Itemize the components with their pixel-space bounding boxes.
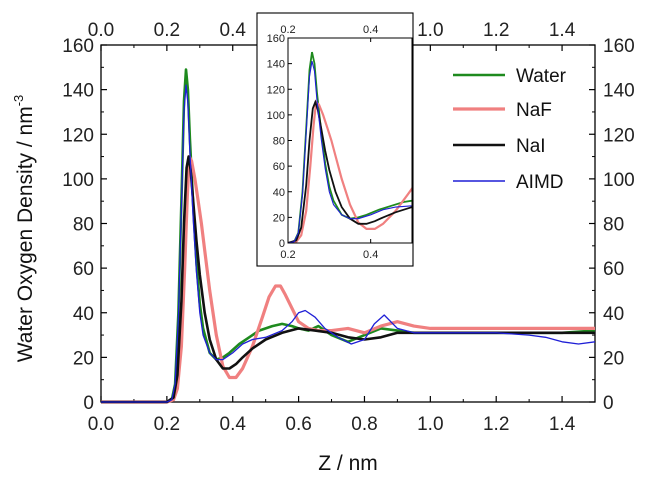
y-tick-label: 140 bbox=[62, 81, 94, 102]
y-axis-title-superscript: -3 bbox=[11, 95, 26, 107]
inset-x-tick-label: 0.4 bbox=[363, 249, 378, 261]
x-tick-label: 0.6 bbox=[285, 414, 311, 435]
inset-outer-border bbox=[256, 12, 414, 267]
y-right-tick-label: 140 bbox=[603, 81, 635, 102]
inset-background bbox=[257, 13, 413, 266]
inset-y-tick-label: 20 bbox=[273, 212, 285, 224]
y-right-tick-label: 40 bbox=[603, 304, 624, 325]
inset-y-tick-label: 140 bbox=[267, 59, 285, 71]
y-right-tick-label: 0 bbox=[603, 393, 614, 414]
series-line-nai bbox=[101, 155, 595, 404]
legend-label-nai: NaI bbox=[516, 136, 546, 157]
inset-series-line-water bbox=[288, 51, 412, 243]
legend-label-naf: NaF bbox=[516, 100, 552, 121]
inset-y-tick-label: 80 bbox=[273, 136, 285, 148]
inset-x-tick-label: 0.2 bbox=[280, 249, 295, 261]
x-tick-label: 0.2 bbox=[154, 414, 180, 435]
y-tick-label: 80 bbox=[73, 215, 94, 236]
x-top-tick-label: 1.2 bbox=[483, 20, 509, 41]
y-axis-title: Water Oxygen Density / nm-3 bbox=[11, 95, 37, 363]
y-tick-label: 60 bbox=[73, 259, 94, 280]
y-right-tick-label: 20 bbox=[603, 348, 624, 369]
legend-label-aimd: AIMD bbox=[516, 172, 564, 193]
inset-top-x-tick-label: 0.2 bbox=[280, 24, 295, 36]
x-tick-label: 0.4 bbox=[220, 414, 247, 435]
inset-series-line-nai bbox=[288, 99, 412, 243]
x-tick-label: 0.0 bbox=[88, 414, 114, 435]
x-axis-title: Z / nm bbox=[318, 452, 378, 475]
y-tick-label: 40 bbox=[73, 304, 94, 325]
y-right-tick-label: 80 bbox=[603, 215, 624, 236]
inset-y-tick-label: 60 bbox=[273, 161, 285, 173]
legend: Water NaF NaI AIMD bbox=[453, 66, 567, 193]
inset-y-tick-label: 120 bbox=[267, 84, 285, 96]
inset-series-group bbox=[288, 51, 412, 243]
y-right-tick-label: 120 bbox=[603, 125, 635, 146]
y-axis-title-main: Water Oxygen Density / nm bbox=[14, 106, 37, 362]
axis-ticks: 0.00.00.20.20.40.40.60.60.80.81.01.01.21… bbox=[62, 20, 634, 435]
inset-y-tick-label: 40 bbox=[273, 187, 285, 199]
x-top-tick-label: 0.2 bbox=[154, 20, 180, 41]
y-tick-label: 0 bbox=[83, 393, 94, 414]
y-tick-label: 120 bbox=[62, 125, 94, 146]
inset-y-tick-label: 100 bbox=[267, 110, 285, 122]
series-line-naf bbox=[101, 155, 595, 404]
y-right-tick-label: 100 bbox=[603, 170, 635, 191]
x-tick-label: 0.8 bbox=[351, 414, 377, 435]
x-top-tick-label: 1.0 bbox=[417, 20, 443, 41]
y-tick-label: 160 bbox=[62, 36, 94, 57]
x-tick-label: 1.4 bbox=[549, 414, 576, 435]
y-right-tick-label: 160 bbox=[603, 36, 635, 57]
y-tick-label: 100 bbox=[62, 170, 94, 191]
series-line-aimd bbox=[101, 84, 596, 403]
inset-y-tick-label: 160 bbox=[267, 33, 285, 45]
x-tick-label: 1.2 bbox=[483, 414, 509, 435]
y-right-tick-label: 60 bbox=[603, 259, 624, 280]
x-top-tick-label: 0.4 bbox=[220, 20, 247, 41]
legend-label-water: Water bbox=[516, 66, 567, 87]
inset-series-line-naf bbox=[288, 99, 412, 243]
inset-y-tick-label: 0 bbox=[279, 238, 285, 250]
x-top-tick-label: 1.4 bbox=[549, 20, 576, 41]
x-tick-label: 1.0 bbox=[417, 414, 443, 435]
series-group bbox=[101, 68, 596, 404]
inset-series-line-aimd bbox=[288, 60, 412, 243]
x-top-tick-label: 0.0 bbox=[88, 20, 114, 41]
inset-top-x-tick-label: 0.4 bbox=[363, 24, 378, 36]
y-tick-label: 20 bbox=[73, 348, 94, 369]
